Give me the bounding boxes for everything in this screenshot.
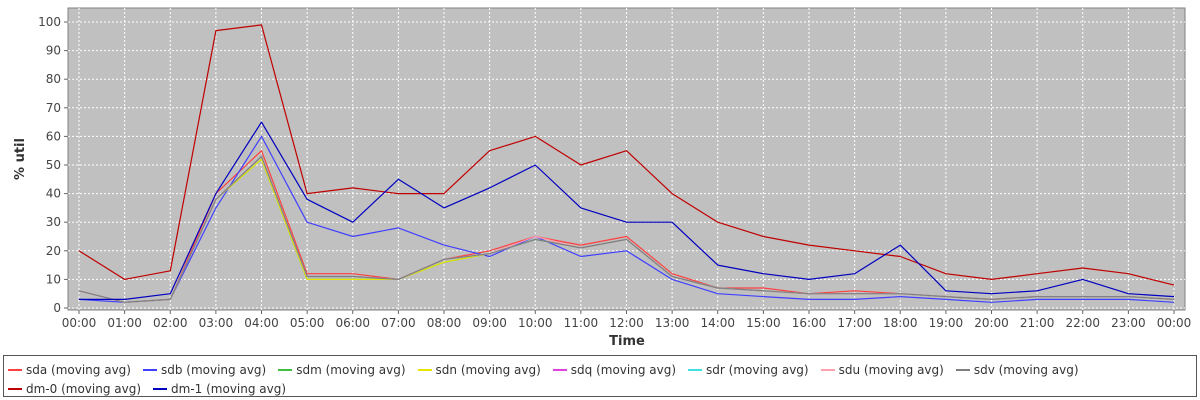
legend-swatch	[142, 368, 157, 371]
legend-swatch	[688, 368, 703, 371]
x-tick-label: 01:00	[107, 316, 142, 330]
x-tick-label: 16:00	[792, 316, 827, 330]
x-tick-label: 23:00	[1111, 316, 1146, 330]
x-tick-label: 20:00	[974, 316, 1009, 330]
y-tick-label: 80	[46, 72, 61, 86]
x-tick-label: 12:00	[609, 316, 644, 330]
legend-item: dm-0 (moving avg)	[8, 379, 141, 398]
x-tick-label: 18:00	[883, 316, 918, 330]
y-tick-label: 70	[46, 101, 61, 115]
x-tick-label: 21:00	[1020, 316, 1055, 330]
x-tick-label: 14:00	[700, 316, 735, 330]
x-tick-label: 04:00	[244, 316, 279, 330]
x-tick-label: 00:00	[62, 316, 97, 330]
legend-item: sdq (moving avg)	[552, 360, 677, 379]
legend-label: dm-0 (moving avg)	[26, 381, 142, 396]
series-line-7	[78, 155, 1175, 303]
x-tick-label: 05:00	[290, 316, 325, 330]
y-tick-label: 50	[46, 158, 61, 172]
legend-label: sdn (moving avg)	[435, 362, 541, 377]
legend-item: sdn (moving avg)	[417, 360, 541, 379]
legend-swatch	[820, 368, 835, 371]
legend-item: sdr (moving avg)	[688, 360, 809, 379]
legend-swatch	[8, 387, 22, 390]
legend-swatch	[955, 368, 970, 371]
series-lines	[78, 24, 1175, 303]
x-tick-label: 08:00	[427, 316, 462, 330]
series-line-1	[78, 135, 1175, 303]
legend-swatch	[417, 368, 432, 371]
x-tick-label: 22:00	[1065, 316, 1100, 330]
x-tick-label: 06:00	[335, 316, 370, 330]
legend-item: dm-1 (moving avg)	[153, 379, 286, 398]
legend-label: sdb (moving avg)	[160, 362, 267, 377]
legend-item: sdm (moving avg)	[278, 360, 406, 379]
legend-swatch	[278, 368, 293, 371]
plot-area	[67, 7, 1186, 311]
x-tick-label: 00:00	[1157, 316, 1192, 330]
x-tick-label: 19:00	[929, 316, 964, 330]
legend-label: sdv (moving avg)	[973, 362, 1079, 377]
x-tick-label: 13:00	[655, 316, 690, 330]
legend-label: sda (moving avg)	[26, 362, 131, 377]
x-tick-label: 10:00	[518, 316, 553, 330]
legend-swatch	[153, 387, 168, 390]
y-axis-ticks: 0 10 20 30 40 50 60 70 80 90 100	[38, 15, 68, 315]
y-tick-label: 100	[38, 15, 61, 29]
legend-item: sdb (moving avg)	[142, 360, 267, 379]
y-tick-label: 90	[46, 44, 61, 58]
legend-swatch	[552, 368, 567, 371]
x-tick-label: 09:00	[472, 316, 507, 330]
x-tick-label: 11:00	[564, 316, 599, 330]
y-tick-label: 60	[46, 129, 61, 143]
legend-label: sdu (moving avg)	[838, 362, 944, 377]
y-tick-label: 40	[46, 187, 61, 201]
y-tick-label: 0	[53, 301, 61, 315]
legend-item: sdu (moving avg)	[820, 360, 944, 379]
legend-item: sdv (moving avg)	[955, 360, 1079, 379]
x-tick-label: 15:00	[746, 316, 781, 330]
series-line-9	[79, 121, 1175, 300]
legend-label: sdm (moving avg)	[296, 362, 406, 377]
legend-label: sdq (moving avg)	[570, 362, 677, 377]
x-tick-label: 07:00	[381, 316, 416, 330]
y-axis-title: % util	[13, 138, 28, 180]
series-line-8	[78, 24, 1175, 286]
y-tick-label: 30	[46, 215, 61, 229]
x-axis-ticks: 00:00 01:00 02:00 03:00 04:00 05:00 06:00 07:00…	[62, 310, 1192, 330]
chart: 0 10 20 30 40 50 60 70 80 90 100 00:00 01:00 02:00 03…	[13, 7, 1192, 349]
y-tick-label: 20	[46, 244, 61, 258]
x-tick-label: 03:00	[199, 316, 234, 330]
legend: sda (moving avg) sdb (moving avg) sdm (mov…	[3, 355, 1197, 397]
y-tick-label: 10	[46, 272, 61, 286]
x-axis-title: Time	[609, 334, 645, 349]
legend-item: sda (moving avg)	[8, 360, 131, 379]
legend-label: dm-1 (moving avg)	[171, 381, 287, 396]
x-tick-label: 17:00	[837, 316, 872, 330]
x-tick-label: 02:00	[153, 316, 188, 330]
legend-swatch	[8, 368, 22, 371]
legend-label: sdr (moving avg)	[706, 362, 809, 377]
